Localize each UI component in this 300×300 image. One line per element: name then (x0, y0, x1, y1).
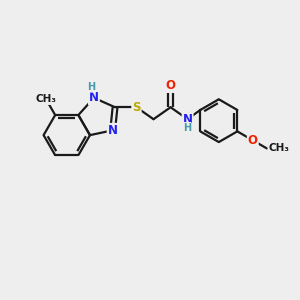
Text: H: H (183, 122, 191, 133)
Text: N: N (183, 113, 193, 126)
Text: CH₃: CH₃ (35, 94, 56, 104)
Text: N: N (89, 91, 99, 104)
Text: H: H (88, 82, 96, 92)
Text: O: O (166, 79, 176, 92)
Text: S: S (132, 101, 141, 114)
Text: CH₃: CH₃ (268, 143, 290, 154)
Text: N: N (108, 124, 118, 137)
Text: O: O (248, 134, 258, 147)
